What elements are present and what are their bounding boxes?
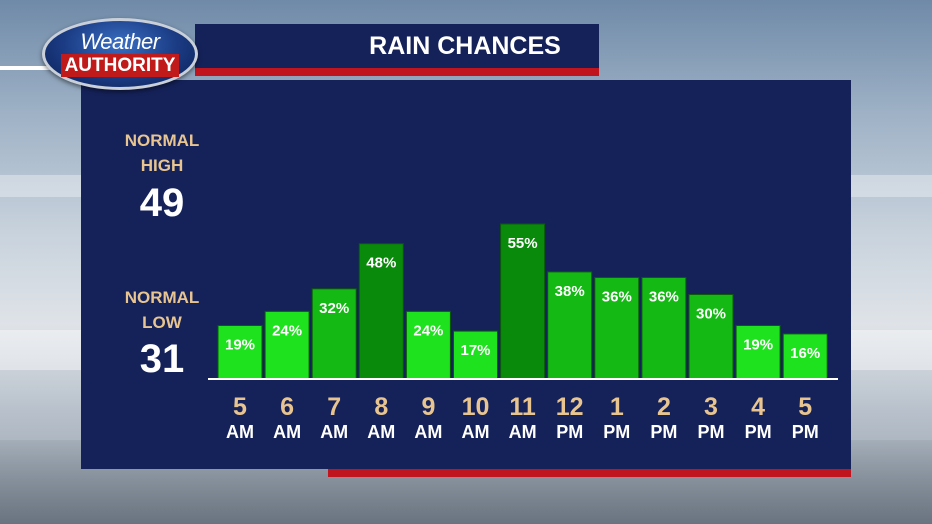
bar-group: 19% 24% 32% 48% 24% 17% 55% 38% 36% 36% 30% 19% 16% xyxy=(217,223,828,380)
logo-accent-line xyxy=(0,66,60,70)
x-tick-meridiem: AM xyxy=(367,422,395,442)
x-tick-meridiem: AM xyxy=(226,422,254,442)
bar-value-label: 38% xyxy=(555,283,585,300)
bar-value-label: 24% xyxy=(272,322,302,339)
x-tick-hour: 7 xyxy=(327,393,341,421)
normal-low-value: 31 xyxy=(139,337,185,381)
bar-value-label: 55% xyxy=(508,235,538,252)
x-axis-ticks: 5AM6AM7AM8AM9AM10AM11AM12PM1PM2PM3PM4PM5… xyxy=(226,393,819,442)
x-tick-meridiem: PM xyxy=(556,422,583,442)
bar-value-label: 36% xyxy=(649,289,679,306)
bar-11-am xyxy=(500,223,546,380)
x-tick-hour: 12 xyxy=(556,393,584,421)
panel-accent-stripe xyxy=(328,469,851,477)
bar-value-label: 16% xyxy=(790,345,820,362)
x-tick-meridiem: PM xyxy=(698,422,725,442)
x-tick-hour: 1 xyxy=(610,393,624,421)
bar-10-am xyxy=(453,330,498,380)
weather-authority-logo: Weather AUTHORITY xyxy=(42,18,198,90)
title-bar xyxy=(195,24,599,68)
x-tick-hour: 5 xyxy=(798,393,812,421)
bar-value-label: 17% xyxy=(460,342,490,359)
normal-high-label-line2: HIGH xyxy=(140,156,184,175)
x-tick-meridiem: PM xyxy=(792,422,819,442)
logo-text-weather: Weather xyxy=(80,29,160,54)
x-tick-hour: 2 xyxy=(657,393,671,421)
x-tick-hour: 11 xyxy=(509,393,536,421)
normal-low-label-line1: NORMAL xyxy=(124,288,200,307)
x-tick-meridiem: PM xyxy=(650,422,677,442)
bar-6-am xyxy=(264,310,310,380)
bar-value-label: 24% xyxy=(413,322,443,339)
x-tick-hour: 5 xyxy=(233,393,247,421)
title-accent-stripe xyxy=(195,68,599,76)
bar-value-label: 36% xyxy=(602,289,632,306)
bar-7-am xyxy=(311,288,357,380)
bar-3-pm xyxy=(688,294,734,380)
logo-text-authority: AUTHORITY xyxy=(45,54,195,77)
normal-high-label-line1: NORMAL xyxy=(124,131,200,150)
x-tick-meridiem: AM xyxy=(273,422,301,442)
x-tick-meridiem: PM xyxy=(603,422,630,442)
x-tick-hour: 3 xyxy=(704,393,718,421)
bar-value-label: 32% xyxy=(319,300,349,317)
normal-high-value: 49 xyxy=(139,181,185,225)
x-tick-hour: 10 xyxy=(462,393,490,421)
bar-8-am xyxy=(358,243,404,380)
bar-9-am xyxy=(405,310,451,380)
x-tick-meridiem: PM xyxy=(745,422,772,442)
chart-title: RAIN CHANCES xyxy=(369,32,561,60)
bar-1-pm xyxy=(594,277,640,380)
bar-value-label: 30% xyxy=(696,306,726,323)
chart-panel xyxy=(81,80,851,469)
x-tick-meridiem: AM xyxy=(414,422,442,442)
x-tick-meridiem: AM xyxy=(320,422,348,442)
x-tick-meridiem: AM xyxy=(462,422,490,442)
x-tick-meridiem: AM xyxy=(509,422,537,442)
bar-12-pm xyxy=(547,271,593,380)
bar-5-pm xyxy=(782,333,828,380)
bar-value-label: 19% xyxy=(743,337,773,354)
x-tick-hour: 6 xyxy=(280,393,294,421)
bar-value-label: 48% xyxy=(366,255,396,272)
normal-low-label-line2: LOW xyxy=(142,313,182,332)
bar-4-pm xyxy=(735,325,781,380)
x-tick-hour: 4 xyxy=(751,393,765,421)
x-tick-hour: 8 xyxy=(374,393,388,421)
x-tick-hour: 9 xyxy=(421,393,435,421)
bar-value-label: 19% xyxy=(225,337,255,354)
